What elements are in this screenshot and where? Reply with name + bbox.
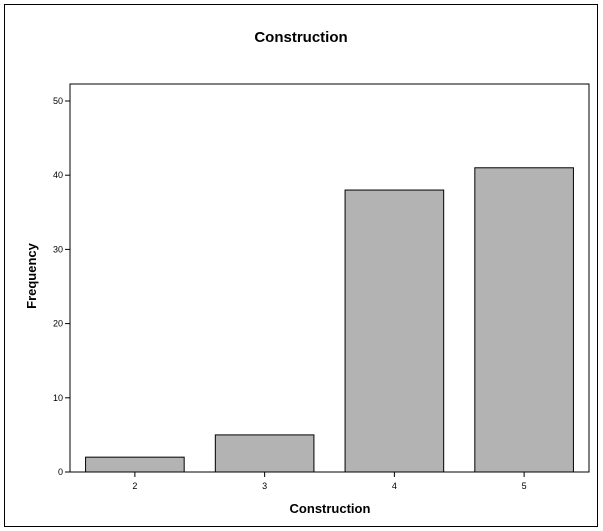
x-axis-ticks: 2 3 4 5 — [132, 472, 527, 491]
y-tick-label: 0 — [58, 467, 63, 477]
x-tick-label: 2 — [132, 481, 137, 491]
y-tick-label: 20 — [53, 319, 63, 329]
y-axis-label: Frequency — [24, 242, 39, 309]
bars-group — [85, 167, 574, 473]
x-axis-label: Construction — [290, 501, 371, 516]
y-tick-label: 50 — [53, 96, 63, 106]
y-tick-label: 40 — [53, 170, 63, 180]
x-tick-label: 4 — [392, 481, 397, 491]
bar-4 — [344, 189, 445, 473]
bar-3 — [214, 434, 315, 473]
y-axis-ticks: 0 10 20 30 40 50 — [53, 96, 70, 477]
x-tick-label: 3 — [262, 481, 267, 491]
bar-2 — [85, 456, 185, 473]
chart-title: Construction — [254, 29, 347, 46]
y-tick-label: 10 — [53, 393, 63, 403]
bar-5 — [474, 167, 574, 473]
plot-area-border — [69, 83, 590, 473]
y-tick-label: 30 — [53, 244, 63, 254]
x-tick-label: 5 — [522, 481, 527, 491]
